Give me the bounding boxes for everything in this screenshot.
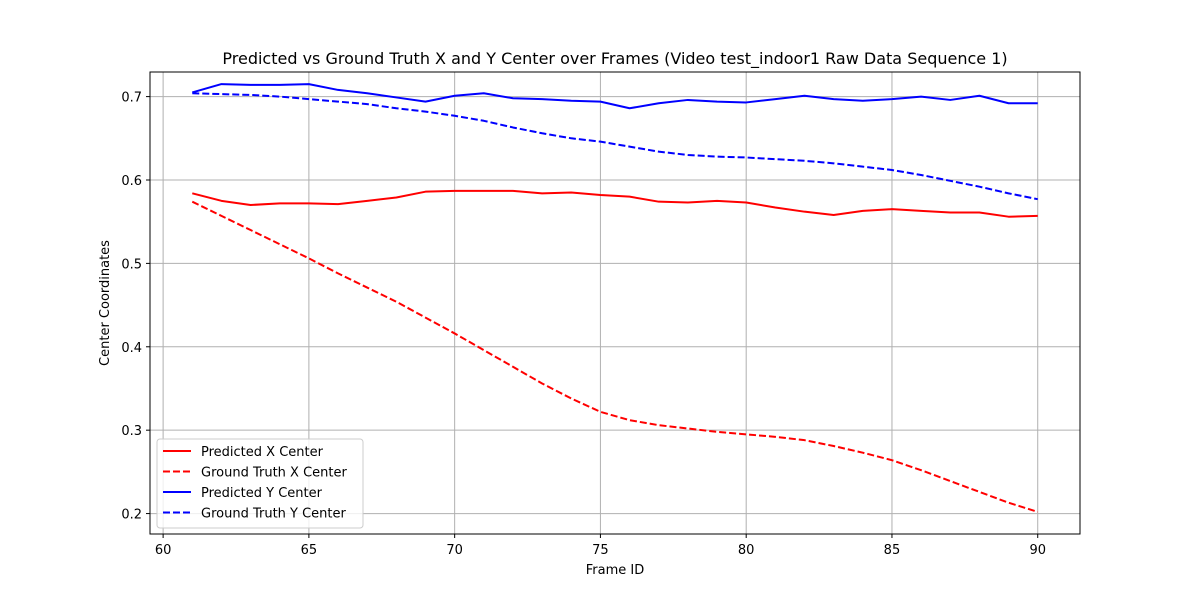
y-tick-label: 0.2 <box>121 508 142 523</box>
y-tick-label: 0.6 <box>121 174 142 189</box>
legend-box <box>156 438 364 529</box>
y-tick-label: 0.7 <box>121 91 142 106</box>
x-tick-label: 80 <box>738 543 755 558</box>
x-tick-label: 85 <box>884 543 901 558</box>
y-tick-label: 0.5 <box>121 257 142 272</box>
legend-label-ground-truth-x-center: Ground Truth X Center <box>201 466 347 481</box>
predicted-x-center-line <box>192 189 1038 218</box>
legend-label-predicted-x-center: Predicted X Center <box>201 445 324 460</box>
y-axis-label: Center Coordinates <box>98 240 113 366</box>
legend: Predicted X Center Ground Truth X Center P… <box>156 438 364 529</box>
chart-title: Predicted vs Ground Truth X and Y Center… <box>222 49 1007 69</box>
legend-label-ground-truth-y-center: Ground Truth Y Center <box>201 507 347 522</box>
x-tick-label: 65 <box>301 543 318 558</box>
series-lines <box>191 83 1039 513</box>
predicted-y-center-line <box>191 83 1038 110</box>
plot-area-frame <box>149 71 1081 535</box>
x-tick-label: 60 <box>155 543 172 558</box>
ground-truth-y-center-line <box>192 92 1038 201</box>
axis-ticks: 60 65 70 75 80 85 90 0.2 0.3 0.4 0.5 0.6 0.7 <box>121 91 1046 558</box>
x-tick-label: 75 <box>592 543 609 558</box>
y-tick-label: 0.4 <box>121 341 142 356</box>
ground-truth-x-center-line <box>191 200 1039 513</box>
x-tick-label: 70 <box>446 543 463 558</box>
x-tick-label: 90 <box>1029 543 1046 558</box>
legend-label-predicted-y-center: Predicted Y Center <box>201 486 323 501</box>
x-axis-label: Frame ID <box>586 563 644 578</box>
y-tick-label: 0.3 <box>121 424 142 439</box>
